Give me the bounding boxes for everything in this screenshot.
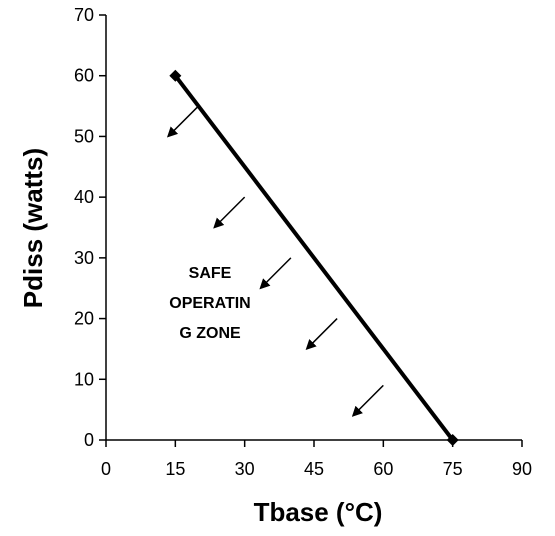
y-tick-label-0: 0 [84,430,94,450]
y-tick-label-1: 10 [74,369,94,389]
safe-zone-label-line-2: G ZONE [179,325,241,342]
arrow-4 [351,384,384,417]
data-point-0-1 [446,434,459,446]
safe-zone-label-line-0: SAFE [189,265,232,282]
safe-zone-label-line-1: OPERATIN [169,295,250,312]
data-point-0-0 [169,69,182,82]
y-tick-label-2: 20 [74,309,94,329]
arrow-3 [305,318,338,351]
y-axis-title: Pdiss (watts) [18,148,48,308]
y-tick-label-5: 50 [74,126,94,146]
safe-zone-label: SAFE OPERATIN G ZONE [169,265,250,342]
x-tick-label-5: 75 [443,459,463,479]
series-line-0 [173,74,455,442]
arrow-2 [259,257,292,290]
y-tick-label-3: 30 [74,248,94,268]
x-tick-label-0: 0 [101,459,111,479]
plot-area: 0 15 30 45 60 75 90 0 10 20 30 40 50 60 70 [74,5,532,479]
x-axis-title: Tbase (°C) [254,497,383,527]
arrow-1 [213,196,246,229]
x-tick-label-1: 15 [165,459,185,479]
x-tick-label-4: 60 [373,459,393,479]
y-tick-label-4: 40 [74,187,94,207]
x-tick-label-2: 30 [235,459,255,479]
y-tick-label-6: 60 [74,66,94,86]
x-tick-label-3: 45 [304,459,324,479]
y-tick-label-7: 70 [74,5,94,25]
x-tick-label-6: 90 [512,459,532,479]
arrow-0 [166,105,199,138]
